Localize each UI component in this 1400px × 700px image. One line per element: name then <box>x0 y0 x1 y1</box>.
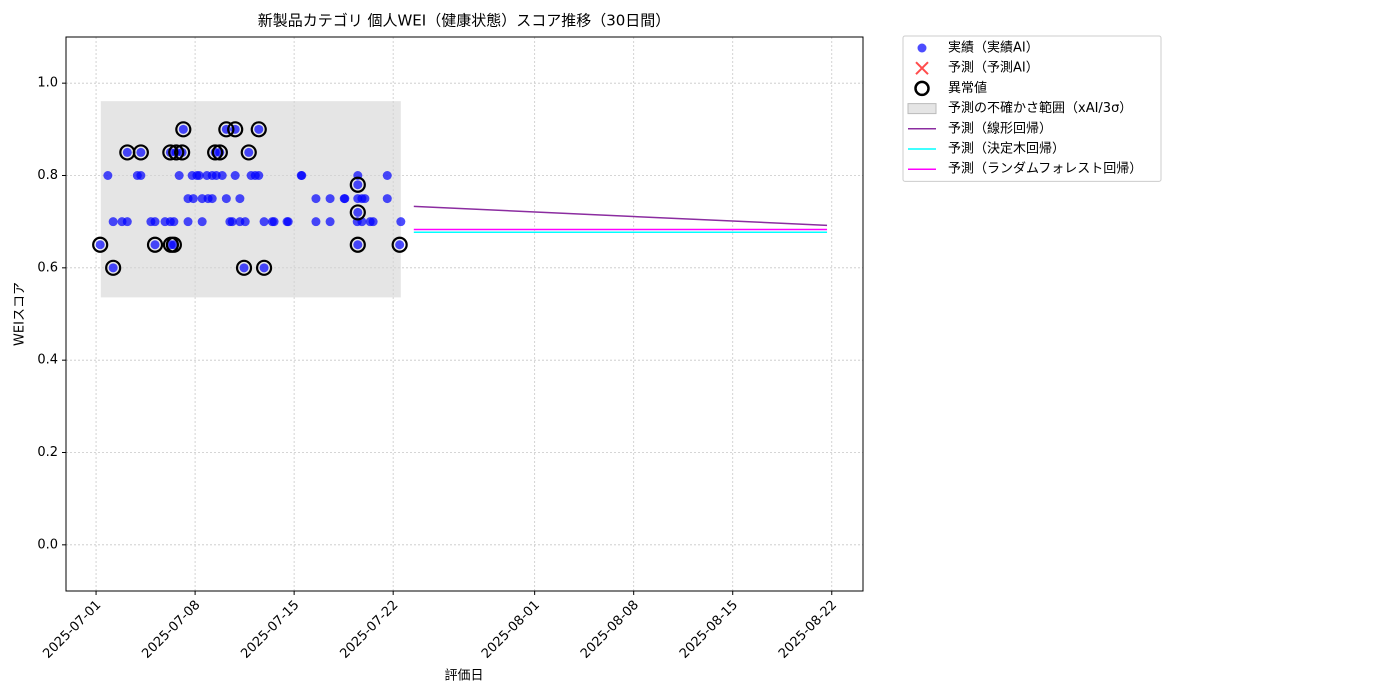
anomaly-ring <box>235 259 253 276</box>
anomaly-ring <box>207 144 224 161</box>
legend-marker <box>915 61 929 75</box>
anomaly-ring <box>146 236 164 253</box>
actual-point <box>177 147 187 157</box>
actual-point <box>122 217 132 227</box>
actual-point <box>382 171 392 180</box>
anomaly-ring <box>132 144 149 161</box>
actual-point <box>396 217 406 227</box>
actual-point <box>395 240 405 250</box>
y-tick-label: 0.8 <box>37 168 58 183</box>
legend-marker <box>917 43 927 53</box>
anomaly-ring <box>175 121 192 138</box>
legend-marker <box>907 103 937 115</box>
anomaly-ring <box>168 144 185 161</box>
actual-point <box>353 240 363 250</box>
legend-label: 予測（予測AI） <box>948 61 1039 76</box>
anomaly-ring <box>162 144 179 161</box>
actual-point <box>194 171 204 180</box>
actual-point <box>136 171 146 180</box>
legend-box <box>902 35 1162 182</box>
y-tick-label: 0.6 <box>37 260 58 275</box>
actual-point <box>95 240 105 250</box>
axes-frame <box>65 36 864 592</box>
y-tick-label: 0.2 <box>37 445 58 460</box>
legend-label: 予測（決定木回帰） <box>948 141 1065 157</box>
actual-point <box>169 217 179 227</box>
legend-label: 実績（実績AI） <box>948 40 1039 56</box>
anomaly-ring <box>218 121 235 138</box>
actual-point <box>108 217 118 227</box>
actual-point <box>254 171 264 180</box>
anomaly-ring <box>349 236 366 253</box>
actual-point <box>235 194 245 204</box>
actual-point <box>353 180 363 190</box>
actual-point <box>169 240 179 250</box>
actual-point <box>325 194 335 204</box>
actual-point <box>217 171 227 180</box>
plot-area <box>66 37 863 591</box>
actual-point <box>283 217 293 227</box>
actual-point <box>178 124 188 134</box>
actual-point <box>360 194 370 204</box>
actual-point <box>108 263 118 273</box>
anomaly-ring <box>105 259 122 276</box>
actual-point <box>227 217 237 227</box>
legend-label: 予測（線形回帰） <box>948 120 1052 136</box>
anomaly-ring <box>255 259 273 276</box>
anomaly-ring <box>227 121 244 138</box>
anomaly-ring <box>240 144 257 161</box>
legend-label: 予測の不確かさ範囲（xAI/3σ） <box>948 100 1132 116</box>
actual-point <box>382 194 392 204</box>
chart-title: 新製品カテゴリ 個人WEI（健康状態）スコア推移（30日間） <box>258 12 671 30</box>
actual-point <box>103 171 113 180</box>
actual-point <box>150 217 160 227</box>
actual-point <box>368 217 378 227</box>
actual-point <box>221 194 231 204</box>
legend-marker <box>914 80 930 97</box>
actual-point <box>297 171 307 180</box>
actual-point <box>183 217 193 227</box>
actual-point <box>188 194 198 204</box>
y-tick-label: 1.0 <box>37 76 58 91</box>
actual-point <box>353 207 363 217</box>
anomaly-ring <box>391 236 408 253</box>
actual-point <box>311 194 321 204</box>
anomaly-ring <box>211 144 228 161</box>
actual-point <box>254 124 264 134</box>
actual-point <box>150 240 160 250</box>
actual-point <box>311 217 321 227</box>
actual-point <box>207 194 217 204</box>
y-tick-label: 0.0 <box>37 537 58 552</box>
anomaly-ring <box>174 144 191 161</box>
actual-point <box>122 147 132 157</box>
actual-point <box>239 263 249 273</box>
actual-point <box>244 147 254 157</box>
actual-point <box>325 217 335 227</box>
anomaly-ring <box>92 236 109 253</box>
actual-point <box>269 217 279 227</box>
x-axis-label: 評価日 <box>444 669 483 684</box>
actual-point <box>174 171 184 180</box>
actual-point <box>259 263 269 273</box>
actual-point <box>259 217 269 227</box>
prediction-line <box>413 205 828 227</box>
anomaly-ring <box>349 176 366 193</box>
actual-point <box>230 171 240 180</box>
anomaly-ring <box>165 236 182 253</box>
actual-point <box>340 194 350 204</box>
actual-point <box>240 217 250 227</box>
legend-label: 異常値 <box>948 80 987 96</box>
anomaly-ring <box>349 204 366 221</box>
actual-point <box>197 217 207 227</box>
actual-point <box>136 147 146 157</box>
legend-label: 予測（ランダムフォレスト回帰） <box>948 161 1142 177</box>
y-axis-label: WEIスコア <box>13 282 28 346</box>
y-tick-label: 0.4 <box>37 353 58 368</box>
anomaly-ring <box>250 121 267 138</box>
